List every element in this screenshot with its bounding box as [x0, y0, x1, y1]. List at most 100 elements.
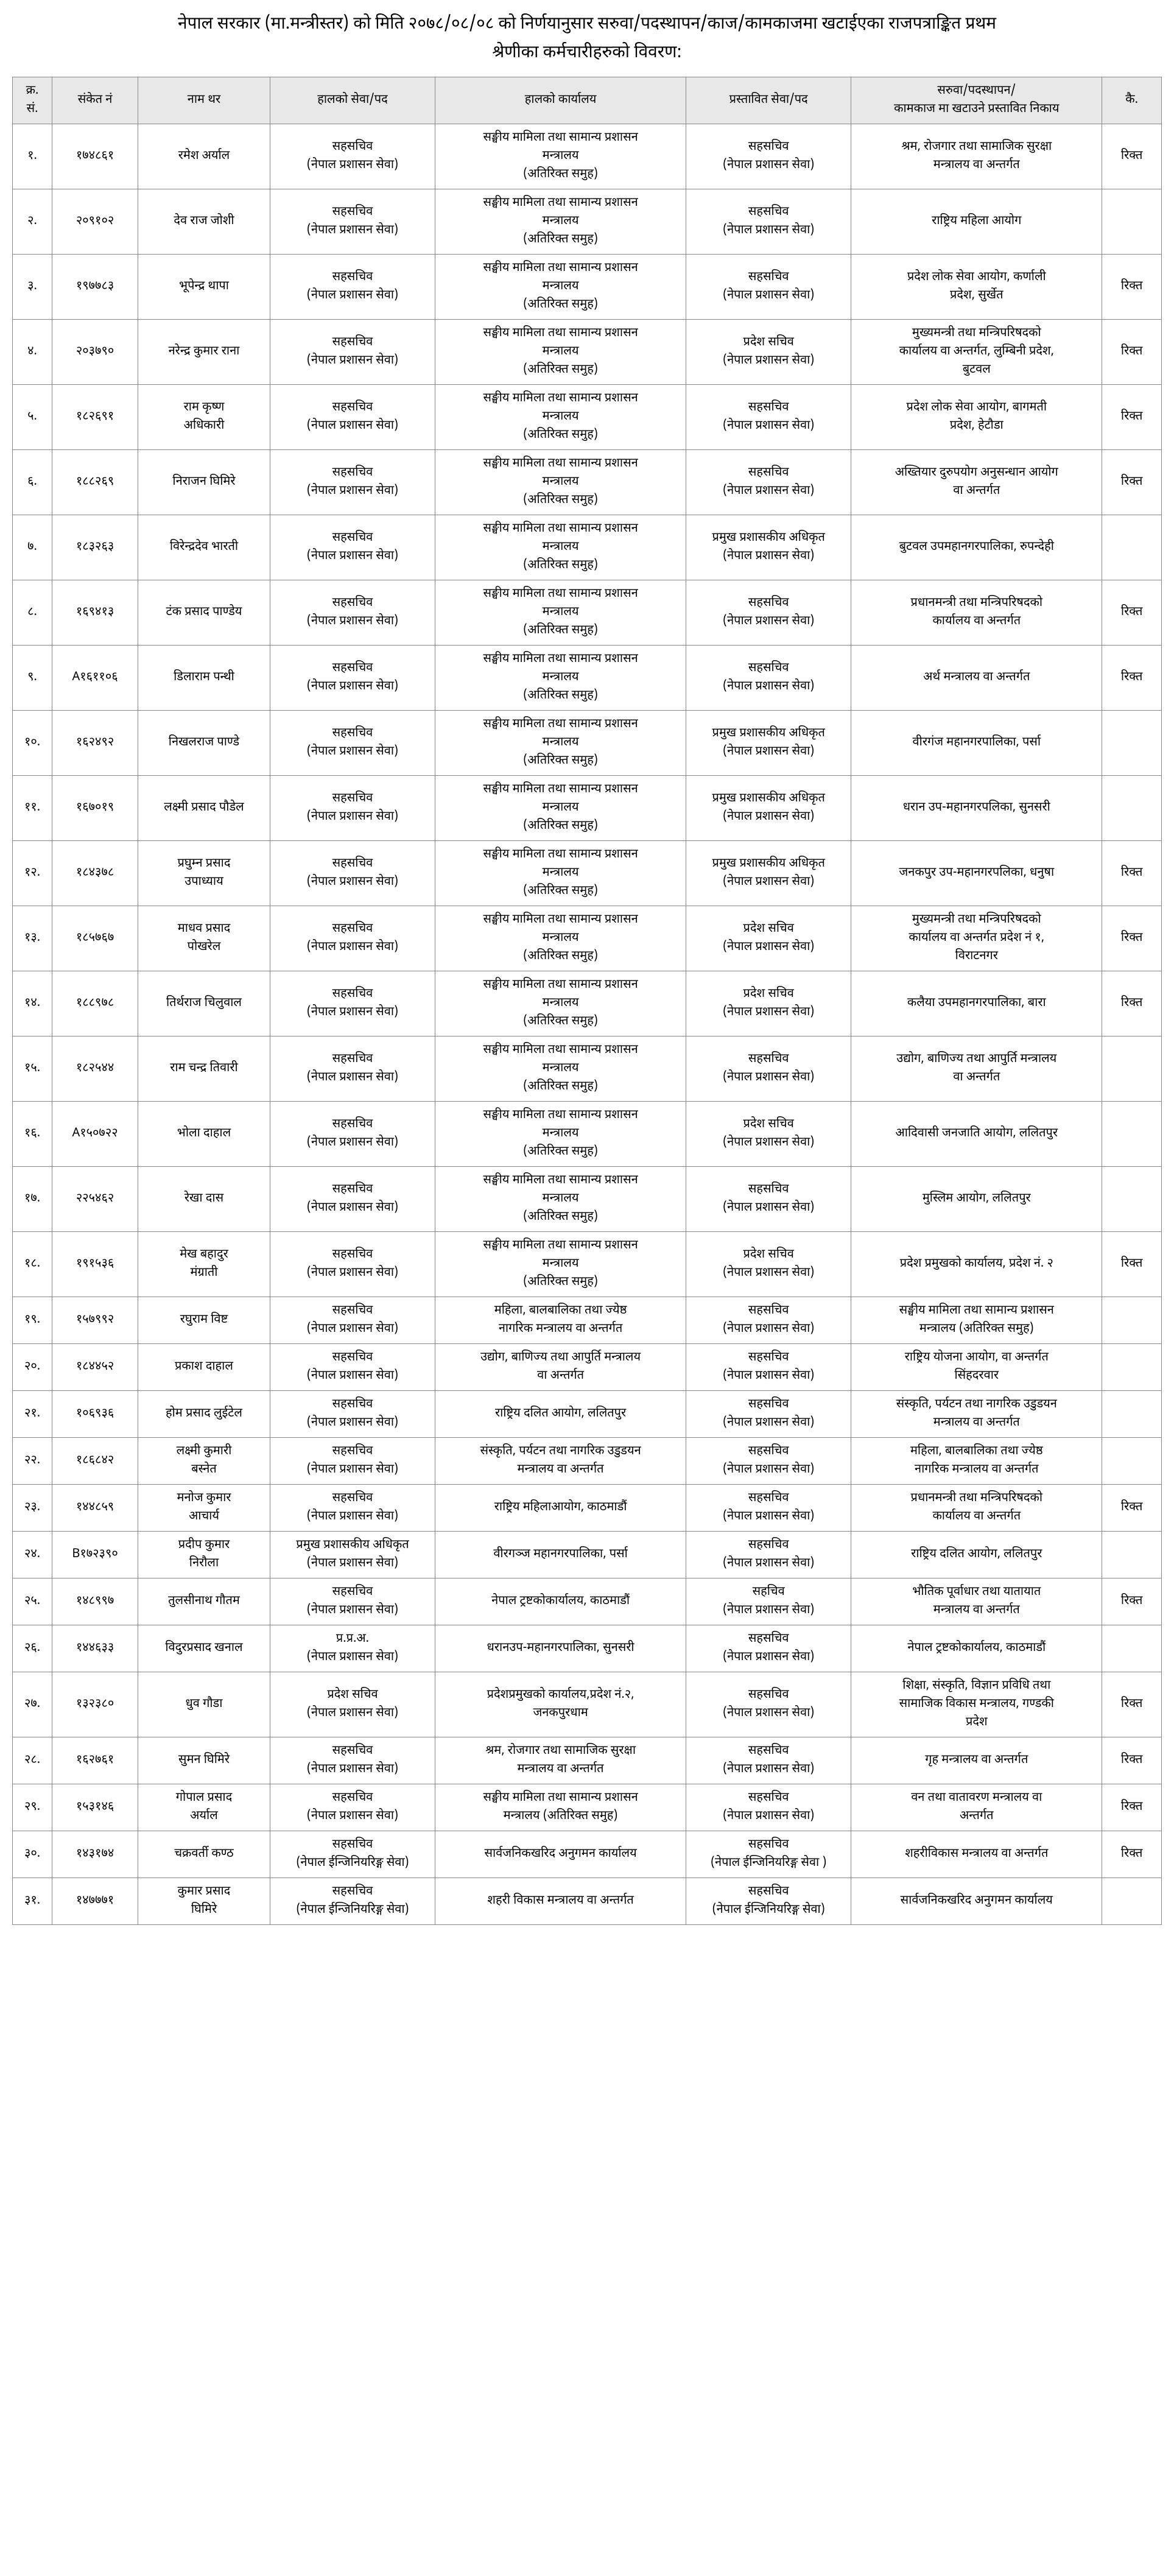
document-subtitle: श्रेणीका कर्मचारीहरुको विवरण:: [12, 43, 1162, 65]
cell-proposed_post: सहसचिव(नेपाल प्रशासन सेवा): [686, 1391, 851, 1438]
cell-remark: [1102, 1438, 1162, 1485]
cell-sn: २४.: [13, 1532, 52, 1578]
cell-sanket: १८२५४४: [52, 1036, 138, 1102]
cell-current_post: सहसचिव(नेपाल प्रशासन सेवा): [270, 1036, 435, 1102]
cell-sanket: १९७७८३: [52, 255, 138, 320]
table-row: १२.१८४३७८प्रघुम्न प्रसादउपाध्यायसहसचिव(न…: [13, 841, 1162, 906]
cell-name: प्रदीप कुमारनिरौला: [138, 1532, 270, 1578]
cell-proposed_post: प्रदेश सचिव(नेपाल प्रशासन सेवा): [686, 1232, 851, 1297]
table-row: २२.१८६८४२लक्ष्मी कुमारीबस्नेतसहसचिव(नेपा…: [13, 1438, 1162, 1485]
cell-sanket: A१६११०६: [52, 646, 138, 711]
cell-current_office: शहरी विकास मन्त्रालय वा अन्तर्गत: [435, 1878, 686, 1925]
cell-proposed_post: प्रदेश सचिव(नेपाल प्रशासन सेवा): [686, 971, 851, 1036]
table-row: २९.१५३१४६गोपाल प्रसादअर्यालसहसचिव(नेपाल …: [13, 1784, 1162, 1831]
cell-sanket: १६२७६१: [52, 1737, 138, 1784]
cell-proposed_office: महिला, बालबालिका तथा ज्येष्ठनागरिक मन्त्…: [851, 1438, 1102, 1485]
cell-proposed_office: शिक्षा, संस्कृति, विज्ञान प्रविधि तथासाम…: [851, 1672, 1102, 1737]
cell-sanket: २२५४६२: [52, 1167, 138, 1232]
cell-current_office: सङ्घीय मामिला तथा सामान्य प्रशासनमन्त्रा…: [435, 1036, 686, 1102]
cell-sn: १.: [13, 124, 52, 189]
cell-current_office: उद्योग, बाणिज्य तथा आपुर्ति मन्त्रालयवा …: [435, 1344, 686, 1391]
cell-sanket: १८८२६९: [52, 450, 138, 515]
cell-current_office: सार्वजनिकखरिद अनुगमन कार्यालय: [435, 1831, 686, 1878]
cell-sanket: १४४८५९: [52, 1485, 138, 1532]
cell-current_office: सङ्घीय मामिला तथा सामान्य प्रशासनमन्त्रा…: [435, 971, 686, 1036]
cell-sn: २५.: [13, 1578, 52, 1625]
cell-current_post: प्र.प्र.अ.(नेपाल प्रशासन सेवा): [270, 1625, 435, 1672]
header-current-post: हालको सेवा/पद: [270, 77, 435, 124]
cell-proposed_post: प्रदेश सचिव(नेपाल प्रशासन सेवा): [686, 320, 851, 385]
cell-current_post: सहसचिव(नेपाल प्रशासन सेवा): [270, 1578, 435, 1625]
cell-proposed_office: सङ्घीय मामिला तथा सामान्य प्रशासनमन्त्रा…: [851, 1297, 1102, 1344]
cell-current_office: राष्ट्रिय दलित आयोग, ललितपुर: [435, 1391, 686, 1438]
cell-name: धुव गौडा: [138, 1672, 270, 1737]
cell-sanket: १८८९७८: [52, 971, 138, 1036]
cell-sn: २३.: [13, 1485, 52, 1532]
cell-proposed_office: मुस्लिम आयोग, ललितपुर: [851, 1167, 1102, 1232]
cell-proposed_post: सहसचिव(नेपाल प्रशासन सेवा): [686, 1672, 851, 1737]
cell-proposed_office: प्रधानमन्त्री तथा मन्त्रिपरिषदकोकार्यालय…: [851, 580, 1102, 646]
header-proposed-office: सरुवा/पदस्थापन/कामकाज मा खटाउने प्रस्ताव…: [851, 77, 1102, 124]
cell-sanket: १८५७६७: [52, 906, 138, 971]
cell-name: रमेश अर्याल: [138, 124, 270, 189]
cell-name: भूपेन्द्र थापा: [138, 255, 270, 320]
cell-remark: [1102, 1878, 1162, 1925]
table-body: १.१७४८६१रमेश अर्यालसहसचिव(नेपाल प्रशासन …: [13, 124, 1162, 1925]
cell-sanket: १८३२६३: [52, 515, 138, 580]
header-current-office: हालको कार्यालय: [435, 77, 686, 124]
cell-name: मनोज कुमारआचार्य: [138, 1485, 270, 1532]
cell-sanket: १९१५३६: [52, 1232, 138, 1297]
cell-proposed_office: आदिवासी जनजाति आयोग, ललितपुर: [851, 1102, 1102, 1167]
cell-proposed_office: धरान उप-महानगरपलिका, सुनसरी: [851, 776, 1102, 841]
cell-current_office: सङ्घीय मामिला तथा सामान्य प्रशासनमन्त्रा…: [435, 841, 686, 906]
cell-remark: रिक्त: [1102, 450, 1162, 515]
cell-name: टंक प्रसाद पाण्डेय: [138, 580, 270, 646]
cell-current_office: सङ्घीय मामिला तथा सामान्य प्रशासनमन्त्रा…: [435, 515, 686, 580]
cell-name: डिलाराम पन्थी: [138, 646, 270, 711]
table-row: २३.१४४८५९मनोज कुमारआचार्यसहसचिव(नेपाल प्…: [13, 1485, 1162, 1532]
cell-proposed_post: प्रमुख प्रशासकीय अधिकृत(नेपाल प्रशासन से…: [686, 776, 851, 841]
cell-proposed_office: प्रदेश प्रमुखको कार्यालय, प्रदेश नं. २: [851, 1232, 1102, 1297]
cell-sn: ५.: [13, 385, 52, 450]
employee-table: क्र.सं. संकेत नं नाम थर हालको सेवा/पद हा…: [12, 77, 1162, 1925]
cell-current_office: सङ्घीय मामिला तथा सामान्य प्रशासनमन्त्रा…: [435, 646, 686, 711]
cell-remark: रिक्त: [1102, 1672, 1162, 1737]
cell-name: कुमार प्रसादघिमिरे: [138, 1878, 270, 1925]
cell-current_post: प्रदेश सचिव(नेपाल प्रशासन सेवा): [270, 1672, 435, 1737]
table-row: १४.१८८९७८तिर्थराज चिलुवालसहसचिव(नेपाल प्…: [13, 971, 1162, 1036]
cell-current_post: सहसचिव(नेपाल प्रशासन सेवा): [270, 906, 435, 971]
cell-current_post: सहसचिव(नेपाल प्रशासन सेवा): [270, 1391, 435, 1438]
cell-remark: रिक्त: [1102, 906, 1162, 971]
cell-name: होम प्रसाद लुईटेल: [138, 1391, 270, 1438]
cell-current_post: सहसचिव(नेपाल प्रशासन सेवा): [270, 1438, 435, 1485]
cell-name: विदुरप्रसाद खनाल: [138, 1625, 270, 1672]
table-row: २५.१४८९९७तुलसीनाथ गौतमसहसचिव(नेपाल प्रशा…: [13, 1578, 1162, 1625]
cell-remark: रिक्त: [1102, 1784, 1162, 1831]
cell-sn: १२.: [13, 841, 52, 906]
cell-sanket: १६२४९२: [52, 711, 138, 776]
cell-current_post: सहसचिव(नेपाल प्रशासन सेवा): [270, 255, 435, 320]
cell-sanket: १६९४१३: [52, 580, 138, 646]
cell-sanket: B१७२३९०: [52, 1532, 138, 1578]
cell-proposed_post: सहसचिव(नेपाल ईन्जिनियरिङ्ग सेवा): [686, 1878, 851, 1925]
cell-proposed_post: सहसचिव(नेपाल प्रशासन सेवा): [686, 646, 851, 711]
table-row: १.१७४८६१रमेश अर्यालसहसचिव(नेपाल प्रशासन …: [13, 124, 1162, 189]
cell-sn: १९.: [13, 1297, 52, 1344]
cell-current_post: सहसचिव(नेपाल प्रशासन सेवा): [270, 1737, 435, 1784]
cell-proposed_post: सहसचिव(नेपाल प्रशासन सेवा): [686, 1438, 851, 1485]
cell-sn: १०.: [13, 711, 52, 776]
table-row: ६.१८८२६९निराजन घिमिरेसहसचिव(नेपाल प्रशास…: [13, 450, 1162, 515]
cell-remark: रिक्त: [1102, 580, 1162, 646]
table-row: २.२०९१०२देव राज जोशीसहसचिव(नेपाल प्रशासन…: [13, 189, 1162, 255]
cell-name: प्रकाश दाहाल: [138, 1344, 270, 1391]
cell-sn: ३.: [13, 255, 52, 320]
cell-proposed_office: श्रम, रोजगार तथा सामाजिक सुरक्षामन्त्राल…: [851, 124, 1102, 189]
cell-proposed_office: राष्ट्रिय महिला आयोग: [851, 189, 1102, 255]
cell-current_post: प्रमुख प्रशासकीय अधिकृत(नेपाल प्रशासन से…: [270, 1532, 435, 1578]
cell-current_post: सहसचिव(नेपाल प्रशासन सेवा): [270, 711, 435, 776]
table-row: ४.२०३७९०नरेन्द्र कुमार रानासहसचिव(नेपाल …: [13, 320, 1162, 385]
header-name: नाम थर: [138, 77, 270, 124]
cell-current_post: सहसचिव(नेपाल प्रशासन सेवा): [270, 1167, 435, 1232]
cell-proposed_post: सहसचिव(नेपाल प्रशासन सेवा): [686, 1036, 851, 1102]
cell-name: रेखा दास: [138, 1167, 270, 1232]
